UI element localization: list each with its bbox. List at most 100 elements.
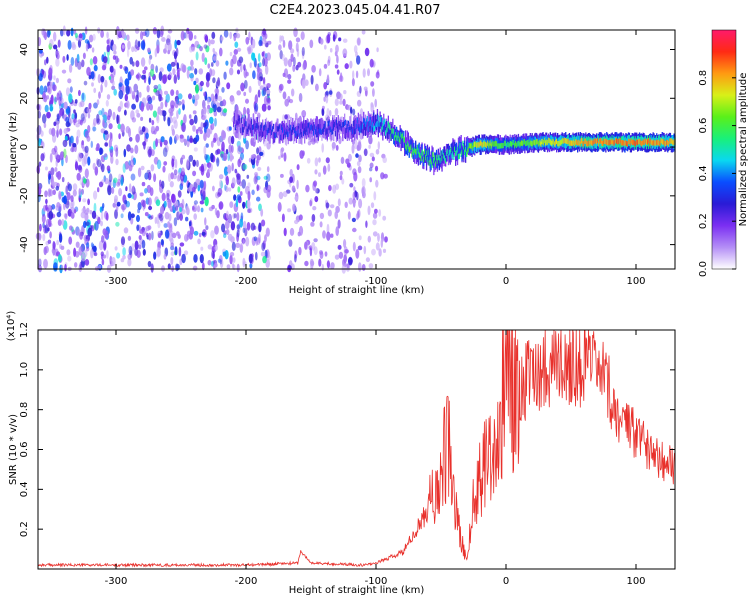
- signal-cell: [521, 140, 523, 146]
- signal-cell: [538, 139, 541, 146]
- signal-cell: [290, 125, 292, 131]
- signal-cell: [314, 129, 317, 135]
- signal-cell: [346, 126, 348, 138]
- signal-cell: [455, 150, 457, 157]
- noise-speckle: [205, 45, 210, 53]
- noise-speckle: [113, 88, 117, 96]
- noise-speckle: [310, 221, 315, 227]
- signal-cell: [625, 139, 627, 146]
- signal-cell: [279, 130, 281, 142]
- signal-cell: [350, 113, 352, 131]
- signal-cell: [664, 140, 666, 147]
- signal-cell: [304, 126, 306, 144]
- noise-speckle: [162, 147, 168, 158]
- noise-speckle: [350, 106, 353, 115]
- noise-speckle: [211, 260, 214, 267]
- signal-cell: [424, 151, 426, 163]
- noise-speckle: [66, 249, 71, 256]
- noise-speckle: [98, 181, 104, 188]
- signal-cell: [466, 151, 468, 157]
- noise-speckle: [81, 59, 85, 68]
- signal-cell: [370, 120, 372, 126]
- noise-speckle: [219, 258, 224, 269]
- signal-cell: [658, 140, 661, 147]
- noise-speckle: [334, 98, 339, 106]
- noise-speckle: [65, 116, 70, 123]
- noise-speckle: [97, 74, 101, 84]
- x-tick-label: 100: [626, 276, 645, 287]
- signal-cell: [657, 140, 659, 146]
- signal-cell: [429, 157, 431, 168]
- signal-cell: [522, 140, 524, 147]
- signal-cell: [420, 155, 422, 161]
- signal-cell: [447, 154, 450, 160]
- signal-cell: [273, 132, 276, 138]
- noise-speckle: [309, 247, 313, 257]
- noise-speckle: [228, 126, 232, 131]
- noise-speckle: [252, 52, 256, 63]
- noise-speckle: [181, 99, 185, 106]
- signal-cell: [351, 124, 353, 136]
- signal-cell: [427, 153, 429, 165]
- noise-speckle: [266, 166, 270, 173]
- noise-speckle: [307, 140, 312, 146]
- noise-speckle: [261, 103, 267, 112]
- noise-speckle: [193, 230, 199, 236]
- noise-speckle: [121, 44, 125, 49]
- noise-speckle: [293, 27, 298, 38]
- noise-speckle: [357, 166, 362, 174]
- noise-speckle: [311, 242, 316, 251]
- signal-cell: [303, 120, 305, 132]
- noise-speckle: [237, 158, 241, 168]
- noise-speckle: [111, 80, 115, 87]
- noise-speckle: [57, 219, 62, 227]
- noise-speckle: [361, 178, 366, 188]
- noise-speckle: [42, 222, 45, 229]
- signal-cell: [595, 137, 597, 144]
- noise-speckle: [65, 107, 70, 116]
- signal-cell: [647, 139, 649, 145]
- signal-cell: [454, 146, 456, 152]
- noise-speckle: [281, 213, 285, 223]
- noise-speckle: [199, 80, 204, 87]
- signal-cell: [365, 119, 368, 125]
- noise-speckle: [176, 110, 179, 119]
- noise-speckle: [46, 111, 51, 119]
- noise-speckle: [279, 35, 282, 44]
- noise-speckle: [211, 69, 216, 77]
- noise-speckle: [50, 94, 54, 105]
- noise-speckle: [337, 244, 342, 250]
- signal-cell: [299, 133, 301, 139]
- y-tick-label: 0.2: [19, 521, 30, 537]
- noise-speckle: [48, 189, 54, 197]
- signal-cell: [448, 150, 450, 156]
- y-tick-label: 1.0: [19, 362, 30, 378]
- x-tick-label: -100: [365, 276, 388, 287]
- noise-speckle: [63, 128, 68, 135]
- signal-cell: [642, 139, 644, 145]
- signal-cell: [493, 141, 495, 147]
- noise-speckle: [81, 252, 86, 262]
- noise-speckle: [38, 161, 42, 167]
- noise-speckle: [262, 28, 267, 36]
- signal-cell: [387, 128, 389, 139]
- noise-speckle: [212, 185, 215, 192]
- noise-speckle: [76, 129, 81, 138]
- noise-speckle: [203, 106, 207, 115]
- signal-cell: [439, 157, 441, 164]
- noise-speckle: [116, 201, 121, 207]
- noise-speckle: [375, 149, 380, 155]
- signal-cell: [611, 140, 613, 146]
- signal-cell: [516, 141, 519, 147]
- signal-cell: [453, 154, 455, 160]
- signal-cell: [294, 127, 296, 134]
- signal-cell: [517, 141, 520, 147]
- noise-speckle: [296, 48, 300, 57]
- noise-speckle: [115, 147, 119, 158]
- signal-cell: [544, 137, 546, 144]
- noise-speckle: [130, 69, 135, 76]
- noise-speckle: [168, 108, 173, 114]
- signal-cell: [399, 129, 401, 141]
- noise-speckle: [212, 251, 215, 260]
- noise-speckle: [109, 132, 113, 140]
